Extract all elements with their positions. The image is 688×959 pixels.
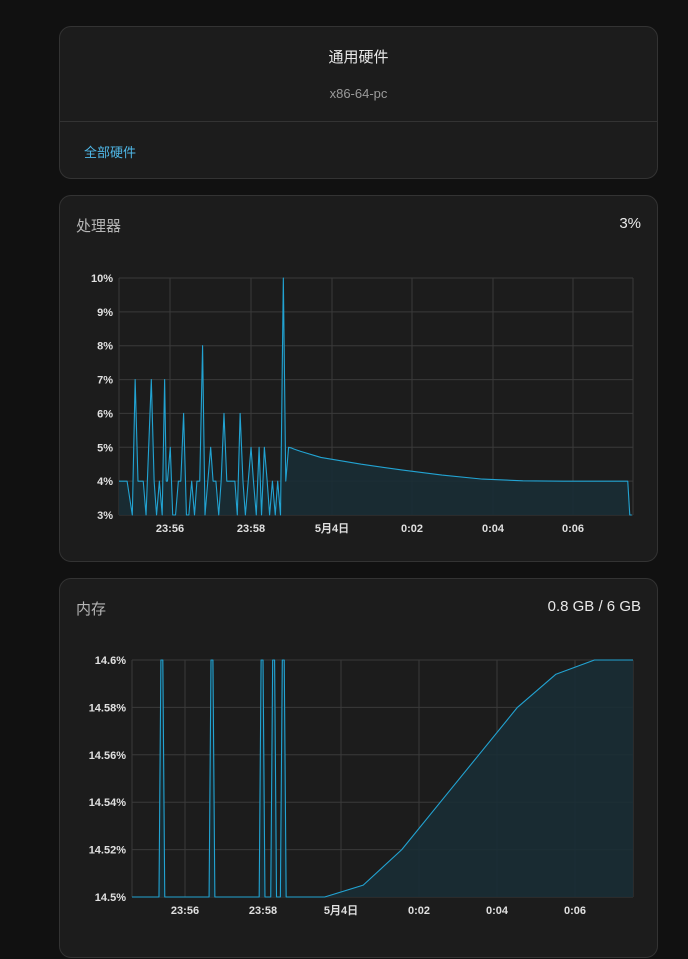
mem-x-tick-label: 0:04 [486, 905, 509, 917]
memory-header: 内存 0.8 GB / 6 GB [76, 598, 641, 618]
cpu-y-tick-label: 4% [97, 476, 113, 488]
mem-y-tick-label: 14.56% [89, 750, 127, 762]
all-hardware-link[interactable]: 全部硬件 [84, 145, 137, 160]
cpu-y-tick-label: 3% [97, 510, 113, 522]
cpu-x-tick-label: 23:58 [237, 523, 265, 535]
mem-series-line[interactable] [132, 659, 633, 898]
memory-value: 0.8 GB / 6 GB [547, 598, 641, 615]
cpu-x-tick-label: 5月4日 [315, 522, 349, 535]
cpu-label: 处理器 [76, 218, 122, 235]
mem-y-tick-label: 14.6% [95, 655, 126, 667]
cpu-y-tick-label: 7% [97, 375, 113, 387]
mem-y-tick-label: 14.58% [89, 702, 127, 714]
mem-x-tick-label: 23:58 [249, 905, 277, 917]
cpu-chart[interactable]: 3% 4% 5% 6% 7% 8% 9% 10% 23:56 23:58 5月4日 0:02 0:04 0… [60, 196, 659, 563]
cpu-series-area [119, 278, 632, 515]
cpu-x-tick-label: 0:02 [401, 523, 423, 535]
cpu-y-tick-label: 5% [97, 442, 113, 454]
memory-chart[interactable]: 14.5% 14.52% 14.54% 14.56% 14.58% 14.6% 23:56 2… [60, 579, 659, 959]
cpu-y-tick-label: 8% [97, 341, 113, 353]
mem-x-tick-label: 5月4日 [324, 904, 358, 917]
cpu-value: 3% [619, 215, 641, 232]
cpu-y-tick-label: 10% [91, 273, 113, 285]
cpu-header: 处理器 3% [76, 215, 641, 235]
memory-label: 内存 [76, 601, 107, 618]
cpu-x-tick-label: 23:56 [156, 523, 184, 535]
cpu-x-tick-label: 0:04 [482, 523, 505, 535]
mem-y-tick-label: 14.52% [89, 845, 127, 857]
mem-y-tick-label: 14.5% [95, 892, 126, 904]
cpu-y-tick-label: 9% [97, 307, 113, 319]
cpu-card: 处理器 3% 3% 4% 5% 6% 7% 8% 9% 10% 23:56 23:58 5月4日 0:… [59, 195, 658, 562]
mem-series-area [132, 660, 633, 897]
device-card: 通用硬件 x86-64-pc 全部硬件 [59, 26, 658, 179]
mem-x-tick-label: 0:06 [564, 905, 586, 917]
mem-x-tick-label: 23:56 [171, 905, 199, 917]
memory-card: 内存 0.8 GB / 6 GB 14.5% 14.52% 14.54% 14.56%… [59, 578, 658, 958]
card-divider [60, 121, 657, 122]
cpu-y-tick-label: 6% [97, 408, 113, 420]
mem-y-tick-label: 14.54% [89, 797, 127, 809]
cpu-x-tick-label: 0:06 [562, 523, 584, 535]
mem-x-tick-label: 0:02 [408, 905, 430, 917]
cpu-series-line[interactable] [119, 277, 632, 516]
device-title: 通用硬件 [328, 49, 389, 66]
device-subtitle: x86-64-pc [329, 86, 388, 101]
